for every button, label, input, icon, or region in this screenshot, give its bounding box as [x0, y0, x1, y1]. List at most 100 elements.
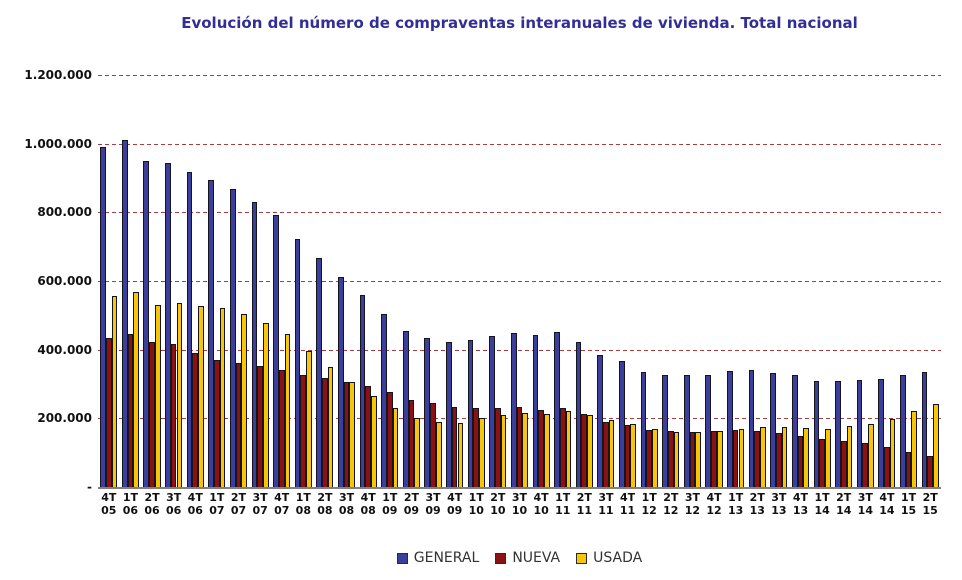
x-axis-category-label: 3T 10 [511, 491, 528, 517]
bar-nueva [581, 413, 588, 487]
legend-item-nueva: NUEVA [495, 550, 560, 566]
bar-nueva [322, 378, 328, 487]
bar-general [554, 331, 560, 487]
bar-general [748, 369, 755, 487]
bar-general [446, 341, 452, 487]
bar-usada [868, 424, 874, 487]
bar-usada [414, 418, 420, 487]
x-axis-category-label: 3T 12 [684, 491, 701, 517]
bar-nueva [711, 431, 717, 487]
bar-general [338, 277, 344, 487]
bar-usada [241, 313, 248, 487]
x-axis-category-label: 4T 11 [619, 491, 636, 517]
x-axis-category-label: 2T 12 [663, 491, 679, 517]
bar-usada [565, 411, 572, 487]
bar-general [402, 331, 409, 487]
bar-nueva [408, 400, 415, 487]
bar-general [662, 375, 668, 487]
bar-general [900, 375, 906, 487]
x-axis-category-label: 3T 14 [857, 491, 873, 517]
bar-usada [608, 419, 615, 487]
bar-general [575, 341, 582, 487]
x-axis-category-label: 4T 12 [706, 491, 722, 517]
bar-general [273, 215, 279, 487]
bar-usada [846, 426, 853, 487]
bar-general [856, 379, 863, 487]
bar-general [878, 378, 885, 487]
plot-area [98, 75, 941, 487]
bar-general [121, 140, 128, 487]
bar-usada [479, 418, 485, 487]
x-axis-category-label: 3T 08 [338, 491, 355, 517]
bar-nueva [300, 374, 307, 487]
bar-nueva [473, 408, 480, 487]
legend-item-usada: USADA [576, 550, 642, 566]
bar-general [619, 361, 625, 487]
bar-usada [738, 428, 745, 487]
bar-usada [349, 382, 356, 487]
bar-nueva [538, 410, 544, 487]
bar-usada [457, 423, 464, 487]
bar-general [359, 294, 366, 487]
bar-general [532, 334, 539, 487]
x-axis-category-label: 2T 10 [490, 491, 506, 517]
bar-usada [889, 419, 896, 487]
bar-general [100, 147, 106, 487]
bar-usada [219, 308, 226, 487]
bar-usada [133, 292, 139, 487]
x-axis-category-label: 4T 07 [274, 491, 290, 517]
bar-nueva [430, 403, 436, 487]
bar-general [489, 336, 496, 487]
bar-usada [262, 323, 269, 487]
bar-nueva [235, 362, 242, 487]
bar-usada [176, 303, 183, 487]
bar-usada [652, 428, 658, 487]
bar-usada [695, 432, 701, 487]
bar-general [597, 355, 604, 487]
x-axis-category-label: 1T 13 [727, 491, 744, 517]
legend-color-swatch-icon [576, 552, 588, 564]
bar-nueva [819, 438, 825, 487]
bar-general [381, 313, 387, 487]
y-axis-tick-label: 800.000 [37, 205, 92, 220]
bar-nueva [840, 441, 847, 487]
bar-nueva [776, 433, 782, 487]
x-axis-category-label: 2T 09 [403, 491, 420, 517]
bar-nueva [603, 422, 609, 487]
y-axis-tick-label: 400.000 [37, 342, 92, 357]
y-axis-tick-label: 1.200.000 [24, 68, 92, 82]
x-axis-category-label: 4T 14 [879, 491, 895, 517]
bar-usada [327, 366, 334, 487]
legend: GENERAL NUEVA USADA [98, 550, 941, 566]
x-axis-category-label: 1T 07 [209, 491, 225, 517]
bar-usada [824, 428, 831, 487]
bar-usada [371, 396, 377, 487]
x-axis-category-label: 3T 11 [598, 491, 614, 517]
bar-general [705, 374, 712, 487]
bar-nueva [192, 352, 199, 487]
bar-nueva [278, 370, 285, 487]
bar-nueva [149, 342, 155, 487]
bar-general [683, 375, 690, 487]
bar-general [251, 201, 258, 487]
bar-usada [933, 404, 939, 487]
x-axis: 4T 05 1T 06 2T 06 3T 06 4T 06 1T 07 2T 07 3T 07… [98, 491, 941, 521]
bar-nueva [451, 407, 458, 487]
y-axis-tick-label: 200.000 [37, 411, 92, 426]
bar-nueva [516, 406, 523, 487]
bar-general [640, 371, 647, 487]
bar-nueva [862, 443, 869, 487]
bar-general [165, 162, 171, 487]
x-axis-category-label: 4T 13 [792, 491, 809, 517]
bar-usada [716, 431, 723, 487]
bar-nueva [127, 334, 134, 487]
bar-nueva [884, 446, 890, 487]
bar-nueva [732, 429, 739, 487]
x-axis-category-label: 2T 06 [144, 491, 160, 517]
x-axis-category-label: 1T 06 [122, 491, 139, 517]
bar-general [727, 371, 733, 487]
bar-usada [522, 412, 529, 487]
x-axis-category-label: 1T 15 [900, 491, 917, 517]
bar-usada [111, 296, 118, 487]
